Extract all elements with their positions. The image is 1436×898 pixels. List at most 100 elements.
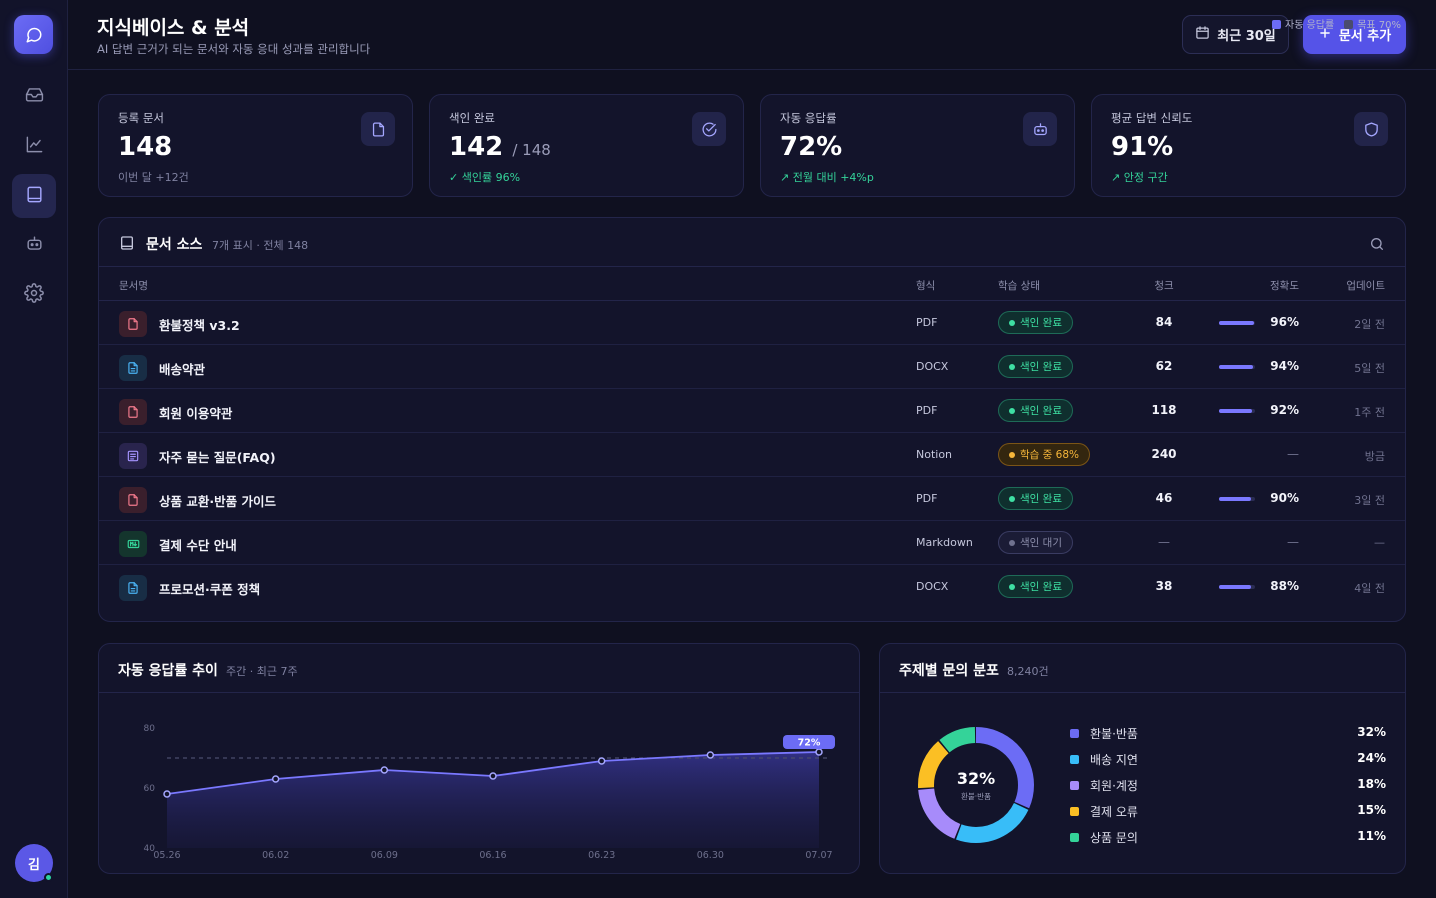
stat-card-indexed: 색인 완료 142 / 148 ✓ 색인률 96%: [429, 94, 744, 197]
document-name[interactable]: 환불정책 v3.2: [159, 318, 240, 333]
updated-time: 4일 전: [1354, 582, 1385, 595]
updated-time: 5일 전: [1354, 362, 1385, 375]
stat-sub: ↗ 전월 대비 +4%p: [780, 171, 874, 184]
x-tick-label: 07.07: [805, 850, 832, 861]
stat-sub: ✓ 색인률 96%: [449, 171, 521, 184]
notion-page-icon: [119, 443, 147, 469]
legend-swatch: [1070, 807, 1079, 816]
gear-icon: [24, 283, 44, 307]
sidebar-item-knowledge[interactable]: [12, 174, 56, 218]
column-header-format[interactable]: 형식: [916, 280, 936, 292]
donut-center-value: 32%: [956, 768, 996, 788]
sidebar-item-bot[interactable]: [12, 223, 56, 267]
status-badge: 색인 완료: [998, 311, 1073, 334]
table-row[interactable]: 결제 수단 안내 Markdown 색인 대기 — — —: [99, 521, 1405, 565]
donut-center-label: 환불·반품: [961, 791, 991, 801]
robot-icon: [25, 234, 44, 257]
document-name[interactable]: 자주 묻는 질문(FAQ): [159, 450, 276, 465]
accuracy-bar: [1219, 321, 1255, 325]
column-header-name[interactable]: 문서명: [119, 280, 148, 292]
data-point: [597, 757, 606, 765]
document-name[interactable]: 결제 수단 안내: [159, 538, 237, 553]
avatar[interactable]: 김: [15, 844, 53, 882]
document-name[interactable]: 상품 교환·반품 가이드: [159, 494, 276, 509]
status-badge: 색인 완료: [998, 355, 1073, 378]
document-name[interactable]: 배송약관: [159, 362, 206, 377]
sidebar: 김: [0, 0, 68, 898]
stat-card-auto-rate: 자동 응답률 72% ↗ 전월 대비 +4%p: [760, 94, 1075, 197]
data-point: [271, 775, 280, 783]
sidebar-item-settings[interactable]: [12, 273, 56, 317]
status-badge: 색인 완료: [998, 399, 1073, 422]
stat-value: 142 / 148: [449, 132, 551, 162]
plus-icon: [1318, 26, 1332, 44]
updated-time: 3일 전: [1354, 494, 1385, 507]
robot-icon: [1023, 112, 1057, 146]
legend-label: 상품 문의: [1090, 831, 1138, 845]
sidebar-item-inbox[interactable]: [12, 74, 56, 118]
document-format: Notion: [916, 448, 953, 461]
chunk-count: —: [1158, 535, 1170, 549]
panel-title: 문서 소스: [146, 237, 203, 253]
legend-label: 결제 오류: [1090, 805, 1138, 819]
table-row[interactable]: 배송약관 DOCX 색인 완료 62 94% 5일 전: [99, 345, 1405, 389]
panel-title: 자동 응답률 추이: [118, 663, 218, 679]
docx-file-icon: [119, 355, 147, 381]
document-sources-panel: 문서 소스 7개 표시 · 전체 148 문서명 형식 학습 상태 청크 정확도…: [98, 217, 1406, 622]
table-row[interactable]: 프로모션·쿠폰 정책 DOCX 색인 완료 38 88% 4일 전: [99, 565, 1405, 609]
status-badge: 색인 완료: [998, 487, 1073, 510]
search-icon[interactable]: [1369, 236, 1385, 256]
stat-value: 148: [118, 132, 173, 162]
stat-label: 자동 응답률: [780, 111, 837, 125]
add-document-label: 문서 추가: [1338, 29, 1392, 44]
document-name[interactable]: 회원 이용약관: [159, 406, 233, 421]
status-badge: 학습 중 68%: [998, 443, 1090, 466]
calendar-icon: [1195, 25, 1210, 44]
date-range-button[interactable]: 최근 30일: [1182, 15, 1289, 54]
accuracy-value: 92%: [1270, 403, 1299, 417]
book-icon: [25, 185, 44, 208]
legend-swatch: [1070, 755, 1079, 764]
stat-card-documents: 등록 문서 148 이번 달 +12건: [98, 94, 413, 197]
document-icon: [361, 112, 395, 146]
series-area: [167, 752, 819, 848]
column-header-status[interactable]: 학습 상태: [998, 280, 1040, 292]
donut-slice: [918, 727, 1034, 843]
table-row[interactable]: 상품 교환·반품 가이드 PDF 색인 완료 46 90% 3일 전: [99, 477, 1405, 521]
y-tick-label: 40: [144, 844, 156, 854]
document-name[interactable]: 프로모션·쿠폰 정책: [159, 582, 261, 597]
document-format: DOCX: [916, 360, 949, 373]
date-range-label: 최근 30일: [1217, 29, 1276, 44]
chat-logo-icon[interactable]: [14, 15, 53, 54]
table-row[interactable]: 환불정책 v3.2 PDF 색인 완료 84 96% 2일 전: [99, 301, 1405, 345]
line-chart: 40 60 80 05.26 06.02 06.09 06.16 06.23 06.30 07.0…: [144, 724, 835, 861]
legend-label: 환불·반품: [1090, 727, 1138, 741]
chunk-count: 46: [1155, 491, 1173, 505]
legend-value: 32%: [1357, 725, 1386, 739]
auto-rate-trend-panel: 자동 응답률 추이 주간 · 최근 7주 40 60 80 05.26 06.02 06.…: [98, 643, 860, 874]
document-format: PDF: [916, 404, 938, 417]
stat-card-confidence: 평균 답변 신뢰도 91% ↗ 안정 구간: [1091, 94, 1406, 197]
markdown-file-icon: [119, 531, 147, 557]
legend-label: 회원·계정: [1090, 779, 1138, 793]
legend-item: 환불·반품 32%: [1070, 725, 1386, 745]
legend-item: 결제 오류 15%: [1070, 803, 1386, 823]
add-document-button[interactable]: 문서 추가: [1303, 15, 1406, 54]
online-status-dot: [44, 873, 53, 882]
accuracy-value: —: [1287, 535, 1299, 549]
table-row[interactable]: 회원 이용약관 PDF 색인 완료 118 92% 1주 전: [99, 389, 1405, 433]
accuracy-bar: [1219, 365, 1255, 369]
sidebar-item-analytics[interactable]: [12, 124, 56, 168]
data-point: [815, 748, 823, 756]
shield-icon: [1354, 112, 1388, 146]
trend-up-icon: ↗: [780, 171, 790, 184]
donut-slice: [918, 727, 1034, 843]
donut-chart: [918, 727, 1034, 843]
accuracy-value: 94%: [1270, 359, 1299, 373]
trend-up-icon: ↗: [1111, 171, 1121, 184]
stat-label: 등록 문서: [118, 111, 164, 125]
table-row[interactable]: 자주 묻는 질문(FAQ) Notion 학습 중 68% 240 — 방금: [99, 433, 1405, 477]
column-header-updated[interactable]: 업데이트: [1346, 280, 1385, 292]
column-header-accuracy[interactable]: 정확도: [1270, 280, 1299, 292]
column-header-chunks[interactable]: 청크: [1154, 280, 1174, 292]
